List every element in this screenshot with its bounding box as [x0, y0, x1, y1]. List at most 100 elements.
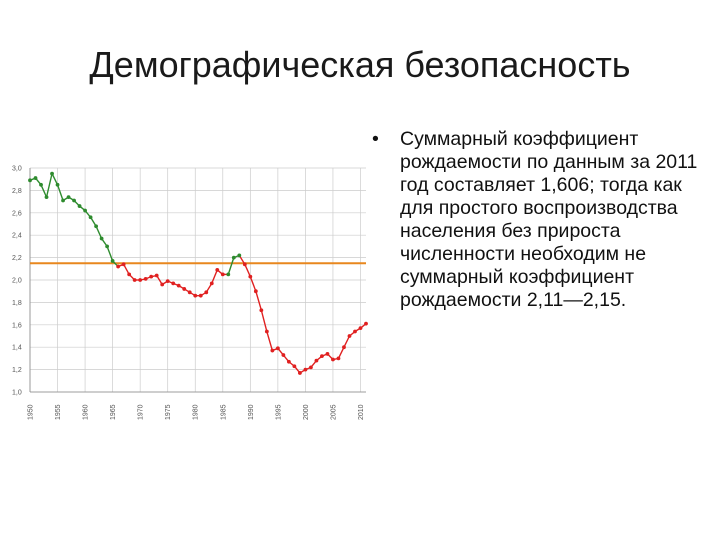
x-tick-label: 1985: [220, 404, 227, 420]
x-tick-label: 1980: [193, 404, 200, 420]
y-tick-label: 3,0: [12, 166, 22, 173]
data-point: [44, 195, 49, 200]
series-segment: [343, 335, 351, 348]
data-point: [231, 255, 236, 260]
y-tick-label: 1,4: [12, 345, 22, 352]
data-point: [358, 326, 363, 331]
x-tick-label: 1960: [83, 404, 90, 420]
y-tick-label: 2,2: [12, 255, 22, 262]
series-segment: [51, 173, 59, 186]
data-point: [215, 268, 220, 272]
series-segment: [40, 184, 48, 198]
data-point: [28, 178, 32, 183]
data-point: [264, 329, 269, 334]
data-point: [209, 281, 214, 286]
data-point: [259, 308, 264, 313]
x-tick-label: 2005: [330, 404, 337, 420]
data-point: [88, 215, 93, 220]
data-point: [171, 281, 176, 286]
x-tick-label: 1955: [55, 404, 62, 420]
bullet-item: • Суммарный коэффициент рождаемости по д…: [372, 128, 702, 312]
bullet-text: Суммарный коэффициент рождаемости по дан…: [400, 128, 698, 311]
data-point: [353, 329, 357, 334]
data-point: [303, 367, 308, 372]
series-segment: [106, 246, 114, 262]
data-point: [176, 283, 181, 288]
slide-title: Демографическая безопасность: [89, 44, 631, 85]
data-point: [94, 224, 98, 229]
data-point: [226, 272, 231, 277]
x-tick-label: 1970: [138, 404, 145, 420]
data-point: [275, 346, 280, 351]
data-point: [165, 279, 170, 284]
fertility-chart: 1,0 1,2 1,4 1,6 1,8 2,0 2,2 2,4 2,6 2,8 3,0 1950 195…: [0, 160, 372, 428]
data-point: [182, 287, 187, 291]
y-tick-label: 1,6: [12, 322, 22, 329]
data-point: [320, 354, 324, 359]
data-point: [149, 274, 154, 279]
series-segment: [249, 276, 257, 292]
series-segment: [337, 346, 345, 359]
data-point: [105, 244, 110, 249]
data-point: [331, 357, 335, 362]
data-point: [50, 171, 54, 176]
data-point: [66, 195, 71, 200]
data-point: [242, 262, 247, 267]
data-point: [39, 182, 43, 187]
data-point: [336, 356, 341, 361]
data-point: [154, 273, 159, 278]
data-point: [99, 236, 104, 241]
series-segment: [56, 184, 64, 201]
y-tick-label: 1,8: [12, 300, 22, 307]
data-point: [116, 264, 121, 269]
x-tick-label: 2000: [303, 404, 310, 420]
data-point: [127, 272, 132, 277]
data-point: [198, 293, 203, 298]
x-tick-label: 1975: [165, 404, 172, 420]
data-point: [314, 358, 319, 363]
data-point: [143, 276, 148, 281]
data-point: [325, 352, 330, 356]
fertility-line-chart: 1,0 1,2 1,4 1,6 1,8 2,0 2,2 2,4 2,6 2,8 3,0 1950 195…: [12, 166, 368, 420]
y-tick-label: 2,4: [12, 233, 22, 240]
series-segment: [123, 263, 130, 275]
data-point: [292, 364, 297, 369]
data-point: [121, 262, 126, 267]
data-point: [160, 282, 165, 287]
x-tick-label: 2010: [358, 404, 365, 420]
series-segment: [211, 269, 218, 284]
data-point: [342, 345, 346, 350]
series-segment: [227, 257, 235, 275]
x-tick-label: 1965: [110, 404, 117, 420]
x-tick-label: 1950: [28, 404, 35, 420]
series-segment: [255, 291, 263, 311]
data-point: [253, 289, 258, 294]
data-point: [187, 290, 192, 295]
bullet-dot: •: [372, 128, 379, 150]
y-tick-label: 1,2: [12, 367, 22, 374]
series-segment: [45, 173, 53, 198]
data-point: [364, 321, 368, 326]
x-tick-label: 1995: [275, 404, 282, 420]
data-point: [83, 208, 87, 213]
data-point: [309, 365, 313, 370]
data-point: [55, 182, 60, 187]
data-point: [347, 334, 352, 338]
y-tick-label: 1,0: [12, 390, 22, 397]
data-point: [138, 278, 143, 282]
y-tick-label: 2,0: [12, 278, 22, 285]
data-point: [110, 259, 115, 263]
data-point: [72, 198, 76, 203]
data-point: [220, 272, 225, 277]
data-point: [204, 290, 209, 295]
series-segment: [95, 225, 103, 239]
x-tick-label: 1990: [248, 404, 255, 420]
series-segment: [244, 264, 251, 277]
y-tick-label: 2,6: [12, 210, 22, 217]
y-tick-label: 2,8: [12, 188, 22, 195]
data-point: [286, 359, 291, 364]
data-point: [77, 204, 82, 208]
series-segment: [260, 310, 268, 332]
data-point: [270, 348, 275, 353]
data-point: [61, 198, 65, 203]
